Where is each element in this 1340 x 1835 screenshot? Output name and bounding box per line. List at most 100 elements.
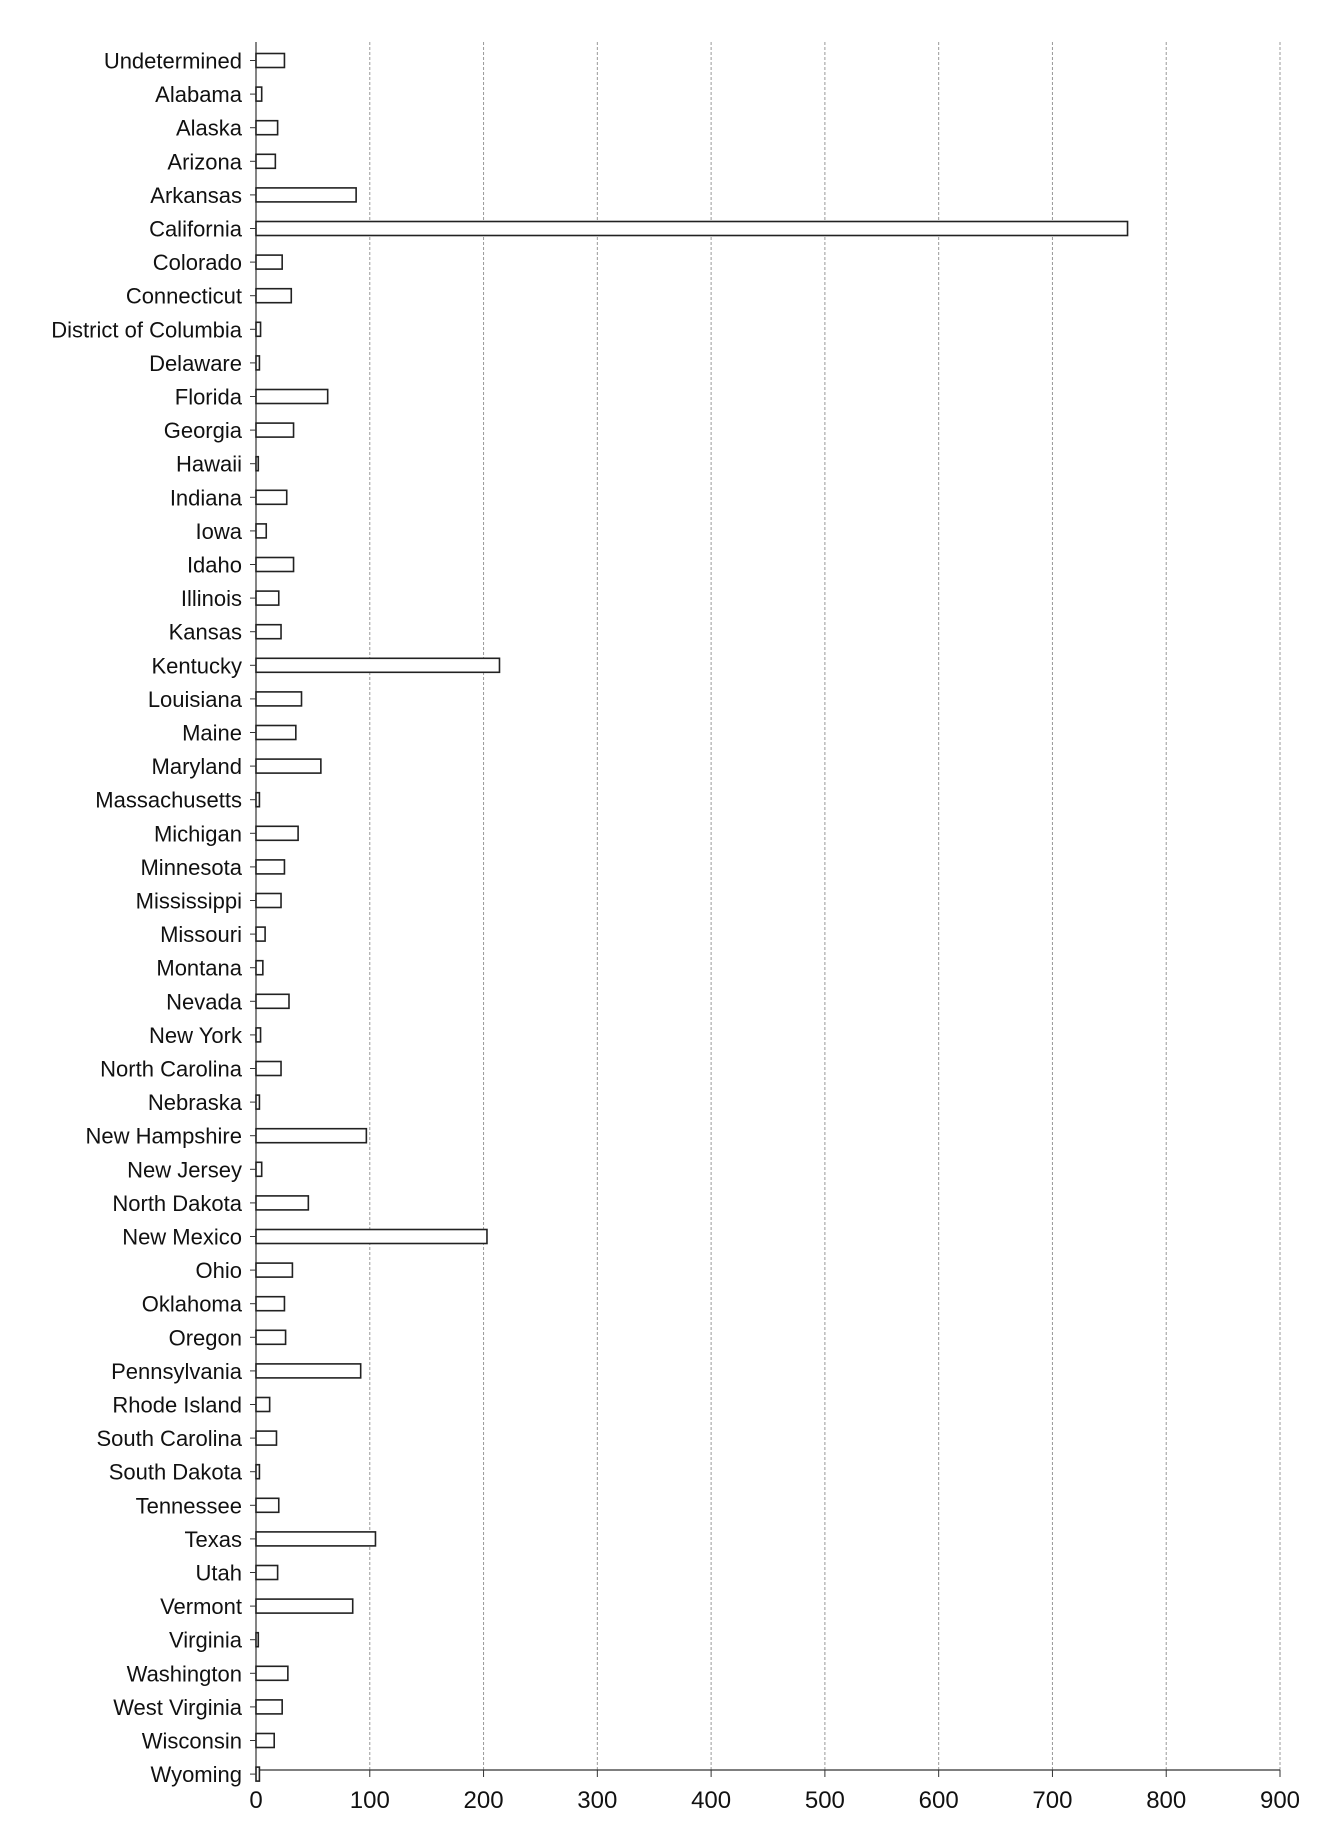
x-axis-ticks: 0 100 200 300 400 500 600 700 800 900 [249,1770,1300,1814]
category-label: Missouri [160,922,242,947]
bar [255,1262,294,1278]
bar [255,1631,260,1648]
category-label: Maine [182,721,242,746]
bar [255,86,263,102]
bar [255,187,357,203]
x-tick-label: 600 [919,1787,959,1814]
bar [255,1363,362,1379]
x-tick-label: 200 [464,1787,504,1814]
category-labels: Undetermined Alabama Alaska Arizona Arkansas… [51,49,256,1787]
category-label: Undetermined [104,49,242,74]
bar [255,791,261,808]
bar [255,623,282,640]
category-label: Colorado [153,250,242,275]
category-label: Arkansas [150,183,242,208]
bar [255,1531,377,1547]
category-label: Texas [185,1527,242,1552]
bar [255,254,283,270]
bar [255,321,262,338]
bar [255,1127,368,1144]
bar [255,1060,282,1077]
category-label: California [149,217,243,242]
bar [255,758,322,774]
category-label: New Mexico [122,1225,242,1250]
bar [255,1598,354,1614]
bar [255,959,264,976]
gridlines [369,42,1281,1770]
bar [255,1094,261,1110]
category-label: Minnesota [140,855,242,880]
category-label: Delaware [149,351,242,376]
category-label: Vermont [160,1594,242,1619]
category-label: West Virginia [113,1695,243,1720]
x-tick-label: 400 [691,1787,731,1814]
bar [255,1295,286,1312]
bar [255,691,303,707]
category-label: Virginia [169,1628,243,1653]
bar [255,153,277,170]
bar [255,523,268,539]
x-tick-label: 100 [350,1787,390,1814]
category-label: Nebraska [148,1090,243,1115]
bar [255,1027,262,1043]
category-label: Nevada [166,989,243,1014]
category-label: Alaska [176,116,243,141]
bar [255,1430,278,1446]
bar [255,556,295,573]
bar [255,657,501,674]
category-label: New York [149,1023,243,1048]
x-tick-label: 700 [1032,1787,1072,1814]
category-label: Louisiana [148,687,243,712]
category-label: Oregon [169,1325,242,1350]
category-label: Maryland [152,754,242,779]
x-tick-label: 0 [249,1787,262,1814]
bar [255,1766,261,1782]
bar [255,1329,287,1346]
bar [255,489,288,506]
bar [255,892,282,909]
bar [255,859,286,875]
bar [255,422,295,438]
bar [255,825,299,842]
bar [255,455,260,472]
bar [255,1463,261,1480]
bar [255,993,290,1010]
x-tick-label: 300 [577,1787,617,1814]
category-label: New Hampshire [86,1124,243,1149]
category-label: Alabama [155,82,243,107]
bar [255,1564,279,1581]
category-label: Indiana [170,485,243,510]
category-label: Arizona [167,149,242,174]
bar [255,287,293,304]
category-label: Illinois [181,586,242,611]
bar [255,926,266,942]
bar [255,119,279,136]
category-label: Hawaii [176,452,242,477]
bar [255,1732,276,1749]
x-tick-label: 900 [1260,1787,1300,1814]
x-tick-label: 500 [805,1787,845,1814]
category-label: North Carolina [100,1057,243,1082]
x-tick-label: 800 [1146,1787,1186,1814]
category-label: Pennsylvania [111,1359,243,1384]
category-label: New Jersey [127,1157,242,1182]
category-label: North Dakota [112,1191,242,1216]
category-label: Ohio [196,1258,242,1283]
bar [255,1396,271,1413]
bar [255,1161,263,1178]
bar [255,724,297,741]
bar [255,1497,280,1514]
category-label: Kansas [169,620,242,645]
category-label: Washington [127,1661,242,1686]
category-label: Rhode Island [112,1393,242,1418]
bar [255,52,286,69]
category-label: Idaho [187,553,242,578]
bar [255,220,1129,237]
category-label: Iowa [196,519,243,544]
category-label: Michigan [154,821,242,846]
category-label: Tennessee [136,1493,242,1518]
category-label: District of Columbia [51,317,242,342]
bar [255,1195,310,1211]
